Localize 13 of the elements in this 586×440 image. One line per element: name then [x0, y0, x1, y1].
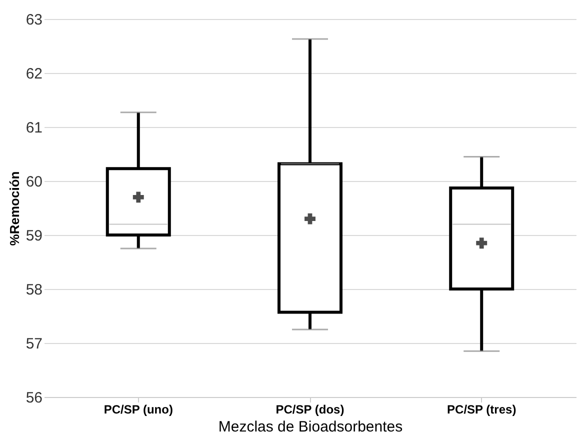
- y-tick-label: 63: [26, 12, 42, 28]
- x-axis-title: Mezclas de Bioadsorbentes: [218, 418, 403, 436]
- y-tick-label: 62: [26, 66, 42, 82]
- x-tick-label: PC/SP (tres): [447, 402, 516, 416]
- y-tick-label: 58: [26, 282, 42, 298]
- y-axis-title: %Remoción: [6, 171, 22, 246]
- y-tick-label: 61: [26, 120, 42, 136]
- x-tick-label: PC/SP (uno): [104, 402, 173, 416]
- y-tick-label: 56: [26, 390, 42, 406]
- y-tick-label: 57: [26, 336, 42, 352]
- y-tick-label: 59: [26, 228, 42, 244]
- y-tick-label: 60: [26, 174, 42, 190]
- x-tick-label: PC/SP (dos): [276, 402, 344, 416]
